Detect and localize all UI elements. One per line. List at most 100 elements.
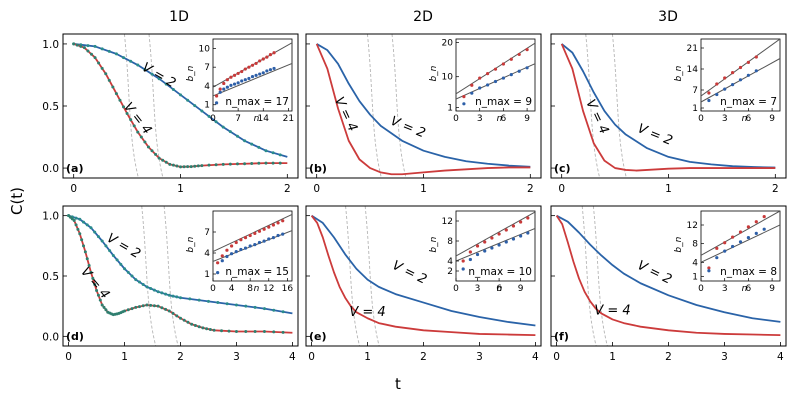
inset-x-tick-label: 14 [258,114,270,124]
x-tick-label: 4 [289,351,296,363]
inset-point-blue [470,91,474,95]
approximant-line [585,34,601,178]
inset-point-blue [490,246,494,250]
inset-point-red [239,238,243,242]
series-dot [82,220,86,224]
inset-point-blue [526,231,530,235]
inset-y-tick-label: 1 [692,272,698,282]
series-dot [171,87,175,91]
inset-y-tick-label: 8 [692,240,698,250]
series-dot [193,164,197,168]
series-dot [139,135,143,139]
curve-label: V = 2 [104,231,143,262]
panel-label: (b) [309,162,327,175]
x-tick-label: 2 [772,183,779,195]
series-group [310,214,536,337]
curve-label: V = 2 [139,60,178,91]
x-tick-label: 3 [233,351,240,363]
curve-label: V = 2 [388,114,427,142]
series-dot [83,250,87,254]
inset-point-red [276,221,280,225]
inset-point-red [501,62,505,66]
series-dot [182,165,186,169]
inset-point-blue [229,252,234,256]
inset-point-red [490,236,494,240]
inset-y-label: b_n [186,65,196,81]
series-dot [100,47,104,51]
inset-point-red [272,51,276,55]
inset-point-blue [257,240,262,245]
series-dot [89,226,93,230]
series-dot [150,149,154,153]
inset-x-tick-label: 12 [263,284,274,294]
inset-point-red [478,76,482,80]
inset-x-tick-label: 0 [210,114,216,124]
series-group [67,214,293,334]
series-dot [228,162,232,166]
approximant-line [391,34,407,178]
series-dot [111,85,115,89]
inset-point-blue [475,252,480,257]
inset-point-blue [265,69,269,73]
inset-point-red [509,57,513,61]
inset-point-blue [497,243,501,247]
inset-x-tick-label: 7 [235,114,241,124]
series-dot [93,56,97,60]
inset-x-tick-label: 3 [475,284,481,294]
inset-point-red [214,94,219,98]
inset-point-red [258,59,262,63]
inset-point-blue [225,85,229,89]
series-dot [221,162,225,166]
x-tick-label: 0 [313,183,320,195]
inset-point-blue [247,76,251,81]
inset-point-blue [462,102,466,106]
series-dot [157,156,161,160]
inset-point-blue [478,86,482,90]
series-line-v4 [68,214,293,334]
series-dot [115,258,119,262]
series-dot [143,140,147,144]
series-dot [220,329,224,333]
series-dot [119,262,123,266]
series-dot [179,316,182,320]
series-dot [102,305,106,309]
series-dot [89,270,93,274]
inset-point-red [483,240,487,244]
inset-point-blue [214,101,219,105]
series-dot [93,44,97,48]
curve-label: V = 4 [349,305,385,320]
series-dot [76,227,80,231]
series-line-v2 [556,214,781,323]
inset-x-tick-label: 3 [722,284,728,294]
series-dot [171,163,175,167]
series-dot [193,323,197,327]
series-dot [227,329,231,333]
inset-y-tick-label: 12 [687,221,698,231]
inset-y-tick-label: 20 [442,38,454,48]
series-dot [72,42,76,46]
inset-x-tick-label: 0 [698,284,704,294]
series-dot [122,105,126,109]
column-title-2d: 2D [413,9,433,25]
inset-point-red [486,72,490,76]
inset-point-blue [254,73,258,77]
inset-point-red [243,236,248,240]
series-dot [272,330,276,334]
y-tick-label: 1.0 [42,39,59,51]
inset-y-tick-label: 7 [692,86,698,96]
series-dot [86,49,90,53]
inset-point-blue [240,79,244,83]
inset-point-red [253,231,257,235]
series-dot [114,92,118,96]
inset-x-label: n [742,114,748,124]
series-dot [95,288,99,292]
series-dot [150,72,154,76]
approximant-line [364,206,380,346]
series-dot [160,306,164,310]
inset-point-blue [501,76,505,80]
inset-point-blue [236,81,240,85]
inset-point-red [723,76,727,80]
series-dot [168,162,172,166]
inset-x-label: n [254,114,260,124]
